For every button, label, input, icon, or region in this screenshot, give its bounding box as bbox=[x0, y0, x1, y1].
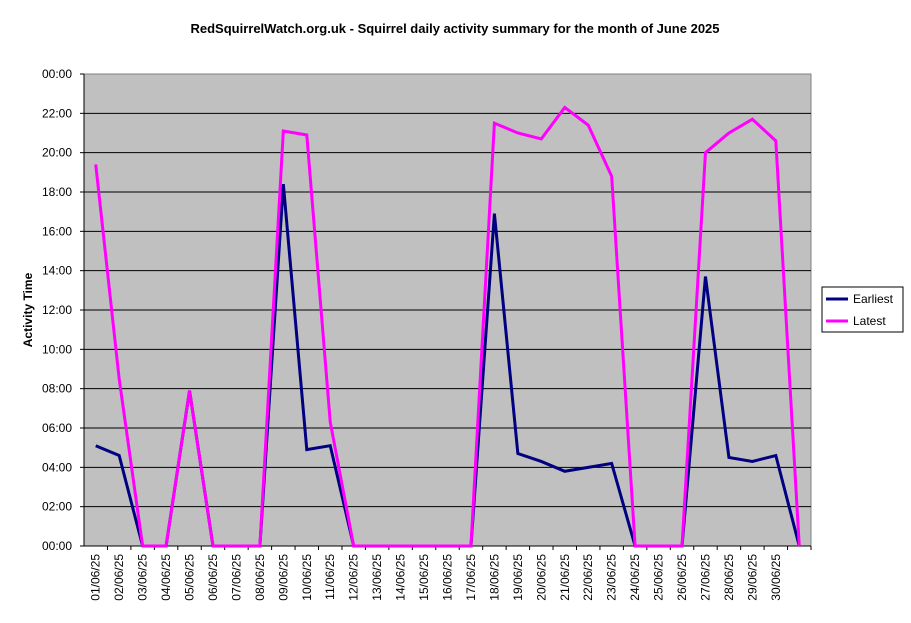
x-tick-label: 19/06/25 bbox=[511, 554, 525, 601]
y-tick-label: 22:00 bbox=[42, 106, 72, 120]
x-tick-label: 17/06/25 bbox=[464, 554, 478, 601]
x-tick-label: 29/06/25 bbox=[745, 554, 759, 601]
y-tick-label: 06:00 bbox=[42, 421, 72, 435]
x-tick-label: 01/06/25 bbox=[89, 554, 103, 601]
y-tick-label: 00:00 bbox=[42, 539, 72, 553]
y-tick-label: 18:00 bbox=[42, 185, 72, 199]
y-tick-label: 00:00 bbox=[42, 67, 72, 81]
x-tick-label: 05/06/25 bbox=[183, 554, 197, 601]
chart-title: RedSquirrelWatch.org.uk - Squirrel daily… bbox=[190, 21, 719, 36]
x-tick-label: 22/06/25 bbox=[581, 554, 595, 601]
x-tick-label: 12/06/25 bbox=[347, 554, 361, 601]
y-tick-label: 10:00 bbox=[42, 342, 72, 356]
x-tick-label: 03/06/25 bbox=[136, 554, 150, 601]
y-tick-label: 16:00 bbox=[42, 224, 72, 238]
x-tick-label: 30/06/25 bbox=[769, 554, 783, 601]
y-tick-label: 02:00 bbox=[42, 500, 72, 514]
x-tick-label: 18/06/25 bbox=[487, 554, 501, 601]
x-tick-label: 20/06/25 bbox=[534, 554, 548, 601]
x-tick-label: 04/06/25 bbox=[159, 554, 173, 601]
legend-label: Earliest bbox=[853, 292, 894, 306]
x-tick-label: 14/06/25 bbox=[394, 554, 408, 601]
x-tick-label: 09/06/25 bbox=[276, 554, 290, 601]
x-tick-label: 07/06/25 bbox=[229, 554, 243, 601]
y-tick-label: 14:00 bbox=[42, 264, 72, 278]
x-tick-label: 27/06/25 bbox=[698, 554, 712, 601]
x-tick-label: 26/06/25 bbox=[675, 554, 689, 601]
y-tick-label: 08:00 bbox=[42, 382, 72, 396]
x-tick-label: 23/06/25 bbox=[605, 554, 619, 601]
x-tick-label: 21/06/25 bbox=[558, 554, 572, 601]
legend: Earliest Latest bbox=[821, 286, 904, 333]
x-tick-label: 11/06/25 bbox=[323, 554, 337, 600]
x-tick-label: 13/06/25 bbox=[370, 554, 384, 601]
x-tick-label: 16/06/25 bbox=[441, 554, 455, 601]
x-tick-label: 06/06/25 bbox=[206, 554, 220, 601]
y-tick-label: 20:00 bbox=[42, 146, 72, 160]
x-tick-label: 25/06/25 bbox=[652, 554, 666, 601]
x-tick-label: 24/06/25 bbox=[628, 554, 642, 601]
x-tick-label: 02/06/25 bbox=[112, 554, 126, 601]
y-tick-label: 04:00 bbox=[42, 460, 72, 474]
y-axis-label: Activity Time bbox=[21, 272, 35, 347]
y-tick-label: 12:00 bbox=[42, 303, 72, 317]
legend-label: Latest bbox=[853, 314, 886, 328]
x-tick-label: 28/06/25 bbox=[722, 554, 736, 601]
x-tick-label: 10/06/25 bbox=[300, 554, 314, 601]
x-tick-label: 15/06/25 bbox=[417, 554, 431, 601]
x-tick-label: 08/06/25 bbox=[253, 554, 267, 601]
